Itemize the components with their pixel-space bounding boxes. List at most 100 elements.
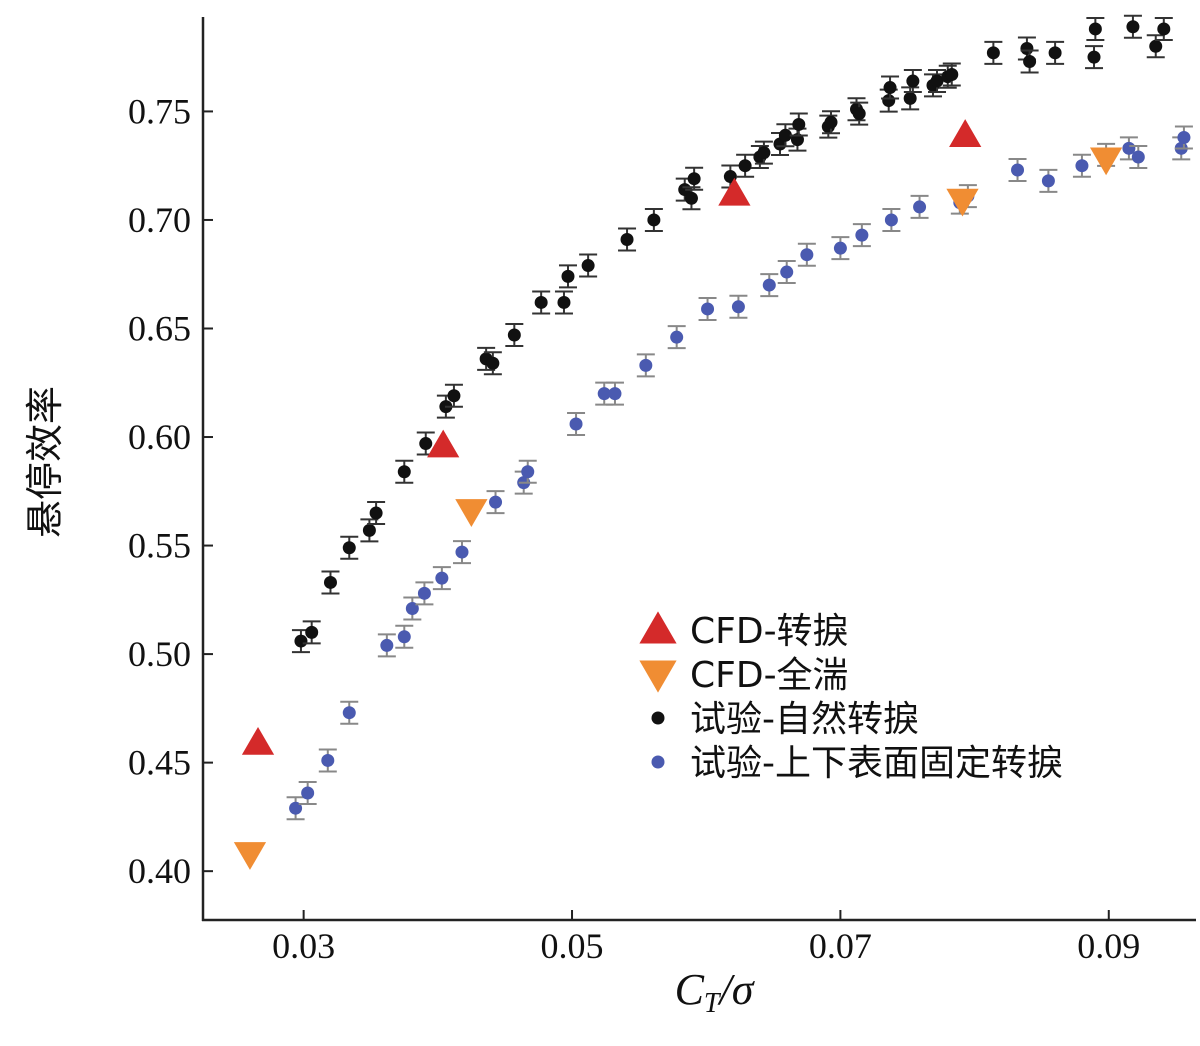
- data-point: [342, 706, 356, 720]
- data-point: [241, 726, 275, 755]
- data-point: [447, 389, 461, 403]
- data-point: [687, 172, 701, 186]
- data-point: [435, 571, 449, 585]
- legend-label: CFD-全湍: [690, 655, 849, 696]
- data-point: [852, 107, 866, 121]
- data-point: [1020, 41, 1034, 55]
- series-0: [241, 119, 982, 755]
- data-point: [855, 228, 869, 242]
- data-point: [342, 541, 356, 555]
- data-point: [986, 46, 1000, 60]
- data-point: [561, 269, 575, 283]
- data-point: [1048, 46, 1062, 60]
- data-point: [762, 278, 776, 292]
- data-point: [1149, 39, 1163, 53]
- y-tick-label: 0.50: [128, 634, 191, 674]
- legend-item: 试验-上下表面固定转捩: [651, 743, 1063, 784]
- legend-item: CFD-全湍: [639, 655, 849, 696]
- legend-marker: [639, 660, 677, 693]
- x-axis-title: CT/σ: [675, 965, 756, 1019]
- data-point: [833, 241, 847, 255]
- y-tick-label: 0.60: [128, 417, 191, 457]
- data-point: [323, 575, 337, 589]
- data-point: [903, 91, 917, 105]
- data-point: [913, 200, 927, 214]
- data-point: [1131, 150, 1145, 164]
- data-point: [1177, 130, 1191, 144]
- data-point: [581, 259, 595, 273]
- legend-label: 试验-上下表面固定转捩: [690, 743, 1063, 784]
- data-point: [1126, 20, 1140, 34]
- data-point: [507, 328, 521, 342]
- legend-label: 试验-自然转捩: [690, 699, 919, 740]
- legend-marker: [639, 611, 677, 644]
- data-point: [397, 465, 411, 479]
- data-point: [1087, 50, 1101, 64]
- data-point: [294, 634, 308, 648]
- y-tick-label: 0.55: [128, 526, 191, 566]
- data-point: [608, 387, 622, 401]
- data-point: [800, 248, 814, 262]
- data-point: [419, 437, 433, 451]
- data-point: [233, 842, 267, 870]
- data-point: [1075, 159, 1089, 173]
- data-point: [718, 177, 751, 206]
- data-point: [557, 295, 571, 309]
- data-point: [946, 188, 979, 217]
- x-tick-label: 0.05: [541, 926, 604, 966]
- data-point: [521, 465, 535, 479]
- data-point: [780, 265, 794, 279]
- data-point: [906, 74, 920, 88]
- data-point: [369, 506, 383, 520]
- legend-marker: [651, 755, 665, 769]
- legend-item: 试验-自然转捩: [651, 699, 919, 740]
- x-tick-label: 0.03: [272, 926, 335, 966]
- data-point: [1088, 22, 1102, 36]
- data-point: [397, 630, 411, 644]
- data-point: [792, 117, 806, 131]
- data-point: [1041, 174, 1055, 188]
- data-point: [670, 330, 684, 344]
- data-point: [647, 213, 661, 227]
- data-point: [455, 499, 488, 527]
- legend-marker: [651, 711, 665, 725]
- data-point: [305, 625, 319, 639]
- data-point: [1089, 147, 1123, 176]
- data-point: [930, 74, 944, 88]
- data-point: [684, 191, 698, 205]
- data-point: [1023, 54, 1037, 68]
- data-point: [569, 417, 583, 431]
- data-point: [427, 429, 460, 458]
- data-point: [489, 495, 503, 509]
- data-point: [380, 638, 394, 652]
- series-1: [233, 147, 1123, 870]
- plot-marks: [233, 14, 1193, 870]
- data-point: [417, 586, 431, 600]
- x-tick-label: 0.09: [1077, 926, 1140, 966]
- y-tick-label: 0.45: [128, 743, 191, 783]
- data-point: [949, 119, 982, 148]
- data-point: [945, 68, 959, 82]
- data-point: [731, 300, 745, 314]
- data-point: [534, 295, 548, 309]
- ticks: 0.40 0.45 0.50 0.55 0.60 0.65 0.70 0.75 0.03 0.05…: [128, 91, 1140, 966]
- y-tick-label: 0.70: [128, 200, 191, 240]
- series-2: [291, 14, 1173, 654]
- data-point: [455, 545, 469, 559]
- data-point: [486, 356, 500, 370]
- axes: [201, 17, 1196, 922]
- data-point: [757, 146, 771, 160]
- y-axis-title: 悬停效率: [25, 386, 67, 538]
- data-point: [321, 753, 335, 767]
- data-point: [882, 94, 896, 108]
- series-3: [286, 125, 1193, 821]
- y-tick-label: 0.65: [128, 308, 191, 348]
- y-tick-label: 0.75: [128, 91, 191, 131]
- data-point: [738, 159, 752, 173]
- data-point: [778, 128, 792, 142]
- data-point: [301, 786, 315, 800]
- data-point: [883, 81, 897, 95]
- x-tick-label: 0.07: [809, 926, 872, 966]
